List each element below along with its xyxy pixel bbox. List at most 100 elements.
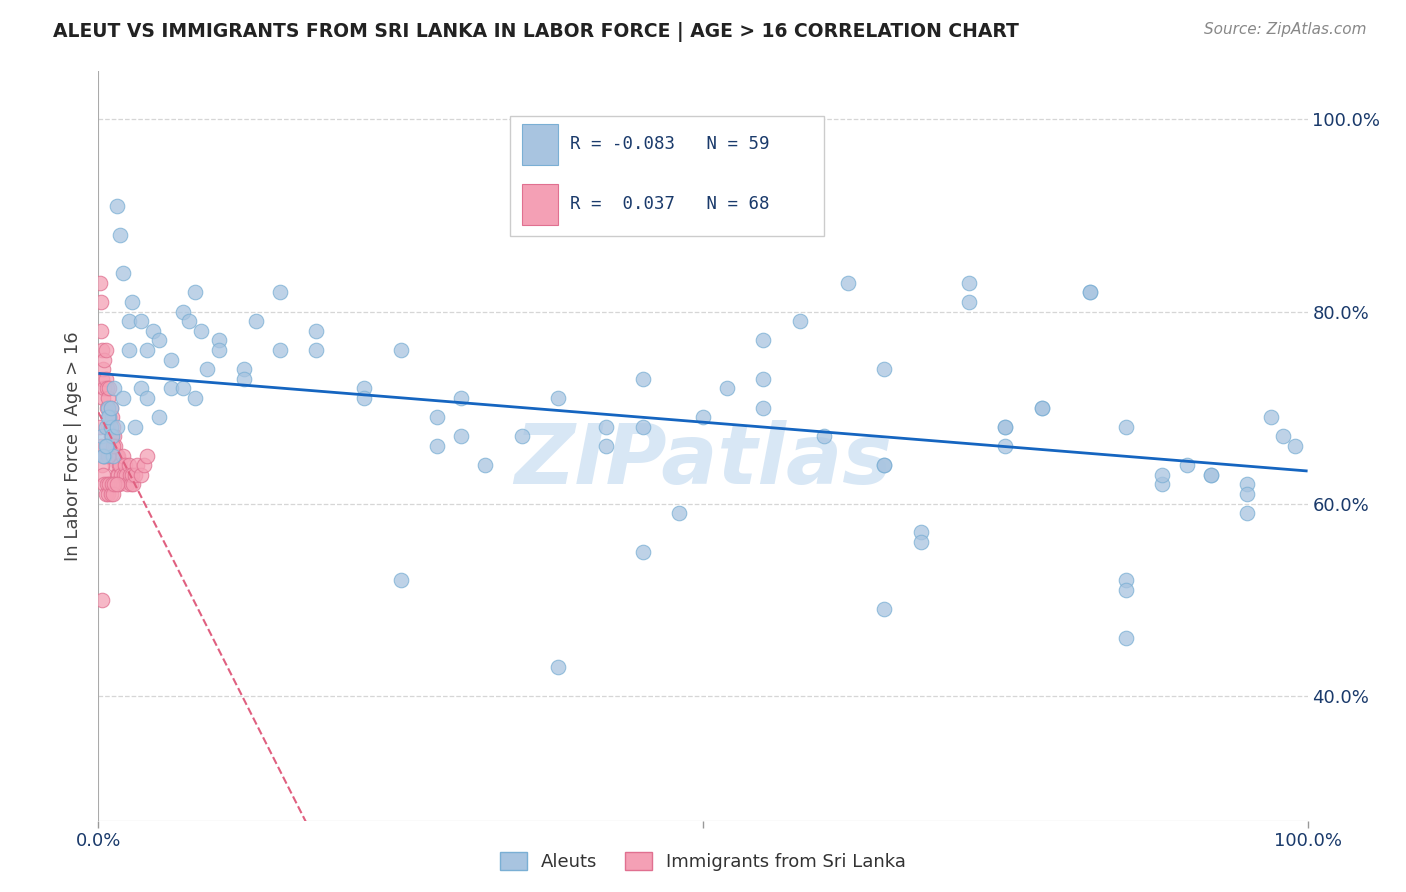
Point [91, 372, 114, 386]
Point [142, 324, 165, 338]
Point [100, 487, 122, 501]
Point [957, 294, 980, 309]
Point [510, 429, 533, 443]
Point [94, 439, 117, 453]
Point [910, 535, 932, 549]
Point [118, 467, 141, 482]
Point [96, 477, 118, 491]
Point [89, 419, 111, 434]
Point [1284, 439, 1306, 453]
Point [910, 525, 932, 540]
Point [1152, 477, 1174, 491]
Point [108, 458, 131, 473]
FancyBboxPatch shape [522, 124, 558, 165]
Point [94, 487, 117, 501]
Point [105, 199, 128, 213]
Point [121, 467, 143, 482]
Point [134, 458, 156, 473]
Point [100, 477, 122, 491]
Point [98, 410, 121, 425]
Point [135, 449, 157, 463]
Text: ZIPatlas: ZIPatlas [515, 420, 891, 501]
Point [104, 458, 127, 473]
Point [90, 324, 112, 338]
Point [994, 439, 1017, 453]
Point [115, 467, 138, 482]
Point [752, 401, 775, 415]
Point [1236, 477, 1258, 491]
Point [91, 343, 114, 357]
Point [631, 419, 654, 434]
Point [1115, 574, 1137, 588]
Point [389, 574, 412, 588]
Point [837, 276, 859, 290]
Text: R = -0.083   N = 59: R = -0.083 N = 59 [569, 136, 769, 153]
Point [353, 381, 375, 395]
Point [232, 372, 254, 386]
Point [752, 372, 775, 386]
Point [208, 343, 231, 357]
Point [93, 381, 115, 395]
Point [90, 294, 112, 309]
Point [111, 391, 134, 405]
Point [994, 419, 1017, 434]
Point [91, 429, 114, 443]
Point [148, 334, 170, 348]
Point [118, 314, 141, 328]
FancyBboxPatch shape [509, 116, 824, 236]
Point [305, 343, 328, 357]
Point [89, 276, 111, 290]
Point [1260, 410, 1282, 425]
Point [789, 314, 811, 328]
Point [245, 314, 267, 328]
Point [105, 449, 128, 463]
Point [100, 429, 122, 443]
Point [108, 227, 131, 242]
Point [426, 410, 449, 425]
Point [957, 276, 980, 290]
Point [184, 391, 207, 405]
Point [97, 449, 120, 463]
Point [994, 419, 1017, 434]
Point [873, 458, 896, 473]
Point [1031, 401, 1053, 415]
Point [1115, 419, 1137, 434]
Point [148, 410, 170, 425]
Point [101, 439, 124, 453]
Point [547, 391, 569, 405]
Text: R =  0.037   N = 68: R = 0.037 N = 68 [569, 195, 769, 213]
Point [127, 458, 149, 473]
Point [100, 419, 122, 434]
Y-axis label: In Labor Force | Age > 16: In Labor Force | Age > 16 [65, 331, 83, 561]
Point [305, 324, 328, 338]
Point [105, 419, 128, 434]
Point [94, 372, 117, 386]
Point [121, 294, 143, 309]
Point [94, 419, 117, 434]
Point [96, 381, 118, 395]
Point [108, 458, 131, 473]
Point [129, 467, 152, 482]
Point [103, 381, 125, 395]
Point [103, 477, 125, 491]
Point [93, 449, 115, 463]
Point [118, 343, 141, 357]
Point [111, 449, 134, 463]
Point [208, 334, 231, 348]
Point [120, 477, 142, 491]
Point [160, 352, 183, 367]
Point [101, 449, 124, 463]
Point [91, 391, 114, 405]
Point [631, 372, 654, 386]
Point [93, 449, 115, 463]
Point [1115, 583, 1137, 598]
Point [135, 343, 157, 357]
Point [97, 391, 120, 405]
Point [547, 660, 569, 674]
Text: Source: ZipAtlas.com: Source: ZipAtlas.com [1204, 22, 1367, 37]
Point [269, 343, 291, 357]
Point [129, 314, 152, 328]
Point [1078, 285, 1101, 300]
Point [172, 304, 194, 318]
Point [97, 410, 120, 425]
